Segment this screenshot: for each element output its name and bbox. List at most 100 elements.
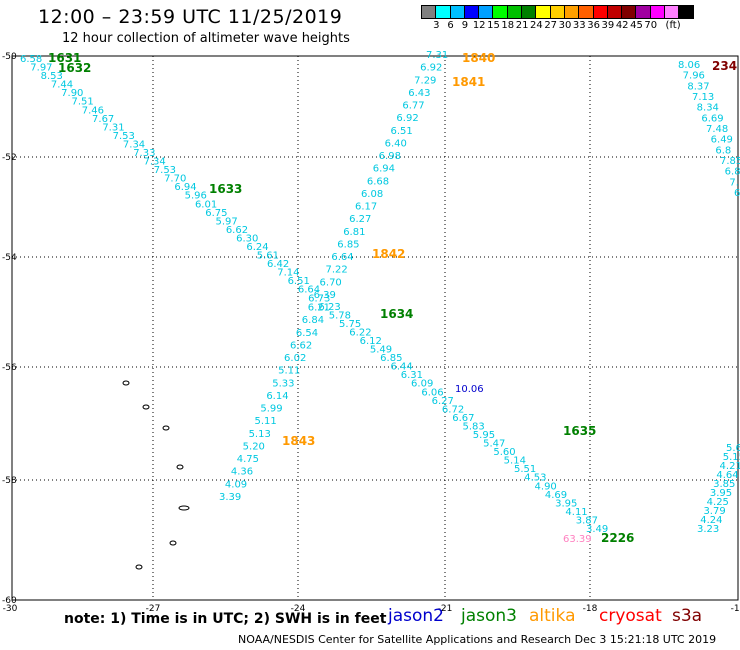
swh-value-track-b: 3.39 bbox=[219, 492, 241, 503]
swh-value-track-a: 6.85 bbox=[380, 353, 402, 364]
colorbar-tick-label: 36 bbox=[587, 20, 600, 31]
pass-number-label: 1841 bbox=[452, 75, 485, 89]
swh-value-track-a: 6.30 bbox=[236, 233, 258, 244]
swh-value-track-a: 6.75 bbox=[205, 208, 227, 219]
swh-value-track-a: 7.53 bbox=[113, 131, 135, 142]
swh-value-track-a: 3.95 bbox=[555, 498, 577, 509]
swh-value-track-a: 5.97 bbox=[216, 216, 238, 227]
colorbar-tick-label: 21 bbox=[515, 20, 529, 31]
swh-value-track-a: 4.11 bbox=[565, 507, 587, 518]
swh-value-track-d: 6.8 bbox=[715, 145, 731, 156]
swh-value-track-d: 7.96 bbox=[683, 71, 705, 82]
lat-tick-label: -56 bbox=[2, 363, 17, 373]
swh-value-track-b: 5.13 bbox=[249, 429, 271, 440]
swh-value-track-b: 6.17 bbox=[355, 202, 377, 213]
swh-value-track-a: 6.94 bbox=[174, 182, 196, 193]
swh-value-track-a: 5.75 bbox=[339, 319, 361, 330]
colorbar-tick-label: 45 bbox=[630, 20, 643, 31]
swh-value-track-a: 6.42 bbox=[267, 259, 289, 270]
swh-value-track-d: 6.8 bbox=[725, 167, 740, 178]
colorbar-tick-label: 39 bbox=[601, 20, 615, 31]
lon-tick-label: -24 bbox=[291, 604, 306, 614]
pass-number-label: 1632 bbox=[58, 61, 91, 75]
swh-value-track-a: 5.49 bbox=[370, 345, 392, 356]
colorbar-tick-label: 18 bbox=[501, 20, 515, 31]
lon-tick-label: -30 bbox=[3, 604, 18, 614]
swh-value-track-a: 5.51 bbox=[514, 464, 536, 475]
swh-value-track-b: 5.11 bbox=[254, 416, 276, 427]
swh-value-track-a: 3.49 bbox=[586, 524, 608, 535]
colorbar-labels: 3 6 9 12 15 18 21 24 27 30 33 36 39 42 45 70 (ft) bbox=[422, 20, 740, 34]
legend-s3a: s3a bbox=[672, 606, 703, 626]
swh-value-track-b: 6.43 bbox=[408, 88, 430, 99]
lon-tick-label: -18 bbox=[583, 604, 598, 614]
colorbar-swatch bbox=[678, 5, 694, 19]
lat-tick-label: -50 bbox=[2, 52, 17, 62]
island-outline bbox=[176, 464, 184, 470]
swh-value-track-c: 4.24 bbox=[700, 515, 722, 526]
swh-value-track-d: 7.48 bbox=[706, 124, 728, 135]
lon-tick-label: -15 bbox=[731, 604, 740, 614]
swh-value-track-d: 6.49 bbox=[711, 135, 733, 146]
swh-value-track-a: 6.72 bbox=[442, 404, 464, 415]
swh-value-track-a: 6.12 bbox=[360, 336, 382, 347]
swh-value-track-a: 7.51 bbox=[71, 97, 93, 108]
swh-value-track-a: 8.53 bbox=[41, 71, 63, 82]
swh-value-track-b: 7.29 bbox=[414, 75, 436, 86]
swh-value-track-b: 4.75 bbox=[237, 454, 259, 465]
swh-value-track-b: 6.51 bbox=[391, 126, 413, 137]
colorbar-tick-label: 24 bbox=[530, 20, 543, 31]
swh-value-track-a: 7.34 bbox=[143, 157, 165, 168]
pass-number-label: 1633 bbox=[209, 182, 242, 196]
swh-value-track-a: 3.87 bbox=[576, 515, 598, 526]
colorbar-tick-label: 30 bbox=[558, 20, 572, 31]
pass-number-label: 1631 bbox=[48, 51, 81, 65]
map-title: 12:00 – 23:59 UTC 11/25/2019 bbox=[38, 6, 343, 28]
swh-value-track-b: 5.99 bbox=[260, 404, 282, 415]
swh-value-track-a: 5.96 bbox=[185, 191, 207, 202]
swh-value-track-a: 5.95 bbox=[473, 430, 495, 441]
swh-value-track-b: 4.09 bbox=[225, 479, 247, 490]
swh-value-track-a: 6.06 bbox=[421, 387, 443, 398]
swh-value-track-a: 7.90 bbox=[61, 88, 83, 99]
swh-value-track-c: 3.95 bbox=[710, 488, 732, 499]
colorbar-tick-label: 3 bbox=[433, 20, 440, 31]
lat-tick-label: -58 bbox=[2, 476, 17, 486]
swh-value-track-a: 7.33 bbox=[133, 148, 155, 159]
lon-tick-label: -21 bbox=[438, 604, 453, 614]
swh-value-track-b: 6.14 bbox=[266, 391, 288, 402]
colorbar-tick-label: (ft) bbox=[665, 20, 681, 31]
swh-value-track-a: 6.09 bbox=[411, 379, 433, 390]
swh-value-track-a: 5.78 bbox=[329, 310, 351, 321]
swh-value-track-b: 6.54 bbox=[296, 328, 318, 339]
swh-value-track-a: 4.69 bbox=[545, 490, 567, 501]
swh-value-track-b: 6.64 bbox=[331, 252, 353, 263]
swh-value-track-d: 7.85 bbox=[720, 156, 740, 167]
colorbar-tick-label: 27 bbox=[544, 20, 558, 31]
swh-value-track-a: 4.90 bbox=[535, 481, 557, 492]
colorbar-tick-label: 33 bbox=[572, 20, 586, 31]
island-outline bbox=[142, 404, 150, 410]
swh-value-track-a: 7.31 bbox=[102, 122, 124, 133]
swh-value-track-a: 6.24 bbox=[246, 242, 268, 253]
swh-value-track-a: 6.67 bbox=[452, 413, 474, 424]
swh-value-track-d: 8.06 bbox=[678, 60, 700, 71]
swh-value-track-b: 6.70 bbox=[320, 277, 342, 288]
swh-value-track-b: 6.39 bbox=[314, 290, 336, 301]
colorbar-tick-label: 9 bbox=[461, 20, 469, 31]
legend-jason2: jason2 bbox=[388, 606, 444, 626]
map-frame bbox=[11, 55, 739, 601]
swh-value-track-d: 7.13 bbox=[692, 92, 714, 103]
swh-value-track-b: 5.33 bbox=[272, 378, 294, 389]
colorbar-tick-label: 70 bbox=[644, 20, 658, 31]
island-outline bbox=[169, 540, 177, 546]
swh-value-track-b: 6.94 bbox=[373, 164, 395, 175]
swh-value-track-c: 5.15 bbox=[723, 452, 740, 463]
swh-value-track-d: 8.37 bbox=[687, 81, 709, 92]
colorbar bbox=[421, 5, 694, 19]
swh-value-track-b: 6.77 bbox=[402, 101, 424, 112]
swh-value-track-b: 6.62 bbox=[290, 340, 312, 351]
swh-value-track-c: 3.79 bbox=[703, 506, 725, 517]
colorbar-tick-label: 12 bbox=[472, 20, 486, 31]
swh-value-track-a: 7.44 bbox=[51, 80, 73, 91]
